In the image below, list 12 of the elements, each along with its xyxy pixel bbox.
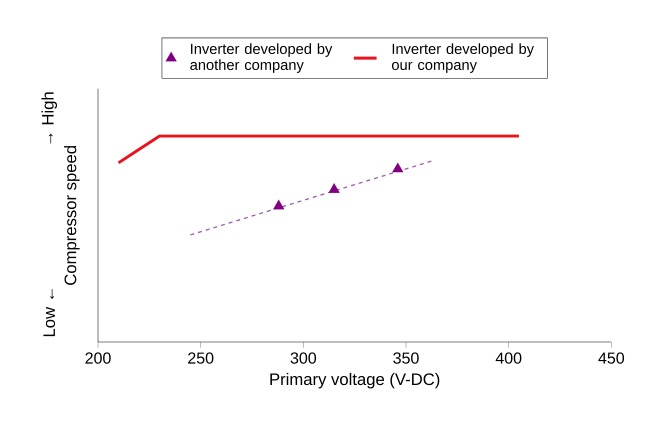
y-axis-title: Compressor speed (64, 146, 80, 285)
x-tick-label: 350 (393, 352, 419, 364)
x-tick-label: 450 (598, 352, 624, 364)
x-tick-label: 200 (85, 352, 111, 364)
x-tick-label: 250 (188, 352, 214, 364)
legend-label: Inverter developed by our company (392, 43, 534, 73)
x-tick-label: 400 (496, 352, 522, 364)
x-axis-title: Primary voltage (V-DC) (270, 372, 440, 388)
text: → High (41, 92, 57, 144)
x-tick-label: 300 (290, 352, 316, 364)
text: Low ← (43, 289, 56, 336)
legend-label: Inverter developed by another company (190, 43, 332, 73)
